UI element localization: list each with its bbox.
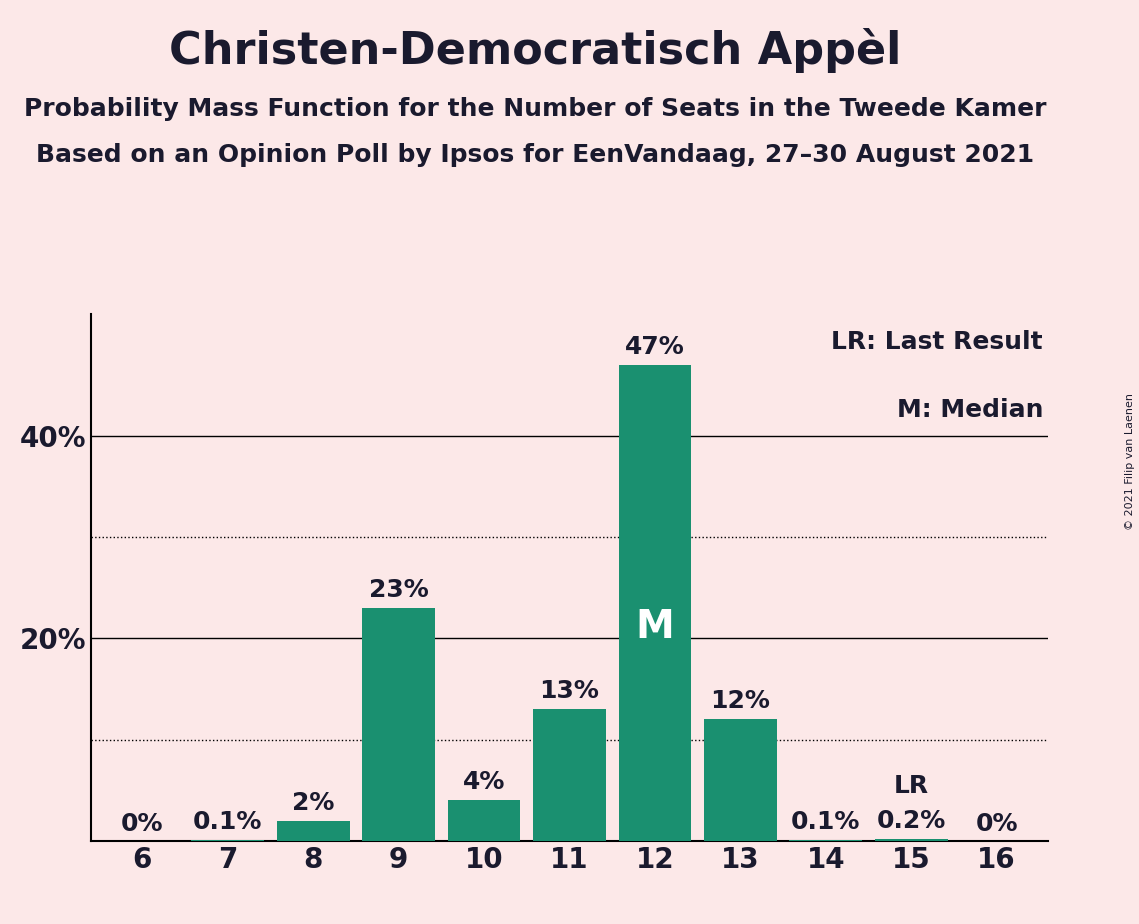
Text: LR: Last Result: LR: Last Result [831,330,1043,354]
Text: © 2021 Filip van Laenen: © 2021 Filip van Laenen [1125,394,1134,530]
Text: 0%: 0% [121,812,164,836]
Text: 4%: 4% [462,771,506,795]
Text: M: M [636,608,674,646]
Bar [533,710,606,841]
Bar [618,365,691,841]
Bar [789,840,862,841]
Text: 2%: 2% [292,791,335,815]
Text: 13%: 13% [540,679,599,703]
Text: M: Median: M: Median [896,398,1043,422]
Bar [362,608,435,841]
Text: Christen-Democratisch Appèl: Christen-Democratisch Appèl [170,28,901,73]
Bar [875,839,948,841]
Text: Based on an Opinion Poll by Ipsos for EenVandaag, 27–30 August 2021: Based on an Opinion Poll by Ipsos for Ee… [36,143,1034,167]
Text: 0%: 0% [975,812,1018,836]
Text: 0.1%: 0.1% [194,809,262,833]
Text: LR: LR [894,774,928,798]
Text: Probability Mass Function for the Number of Seats in the Tweede Kamer: Probability Mass Function for the Number… [24,97,1047,121]
Bar [277,821,350,841]
Text: 47%: 47% [625,334,685,359]
Text: 0.2%: 0.2% [877,808,945,833]
Text: 23%: 23% [369,578,428,602]
Bar [704,719,777,841]
Text: 12%: 12% [711,689,770,713]
Bar [448,800,521,841]
Bar [191,840,264,841]
Text: 0.1%: 0.1% [792,809,860,833]
